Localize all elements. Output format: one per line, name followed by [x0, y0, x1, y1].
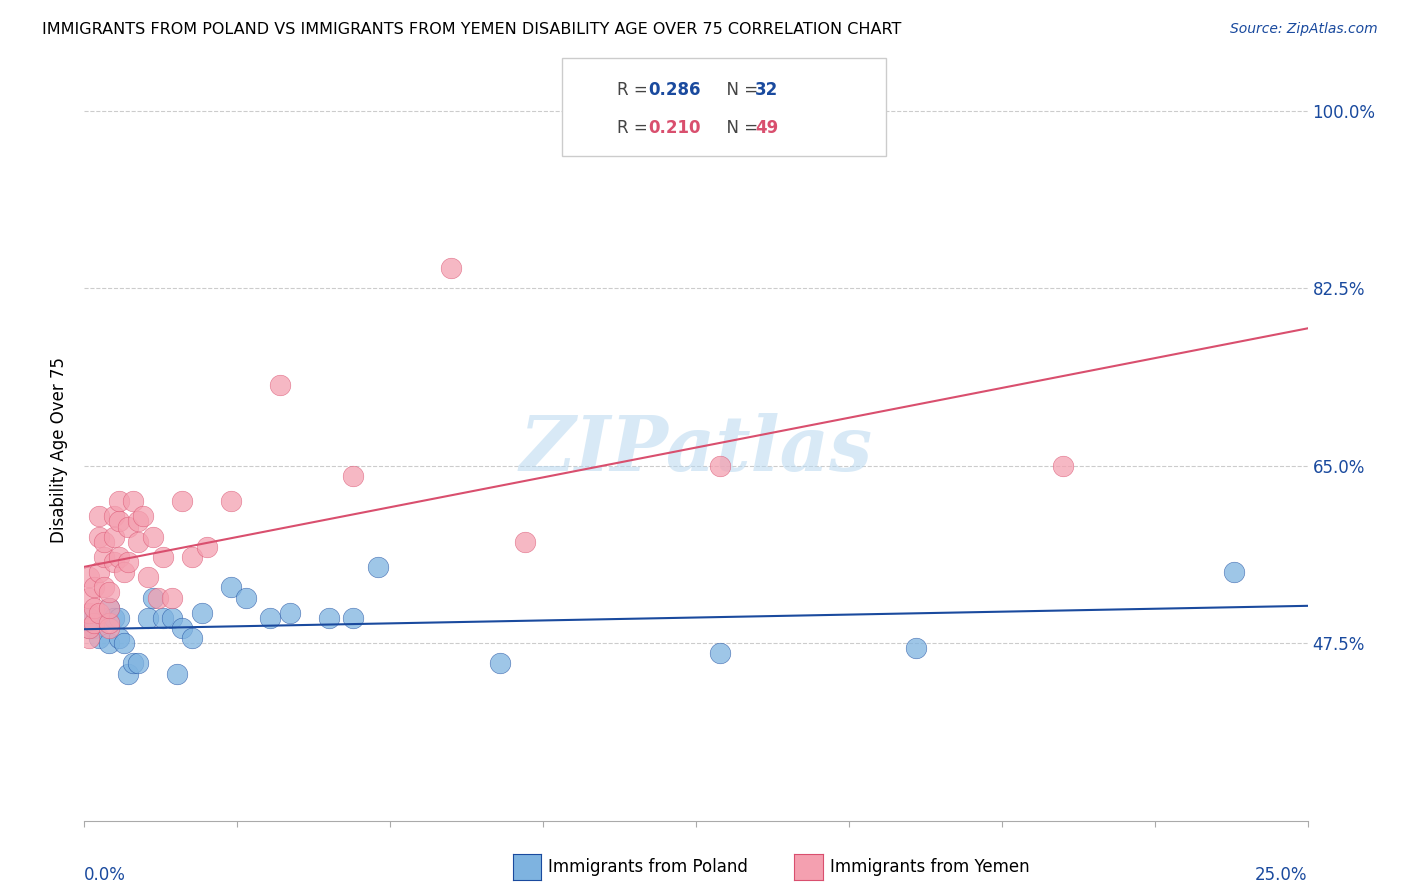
- Point: [117, 666, 139, 681]
- Text: 49: 49: [755, 119, 779, 137]
- Point: [83, 615, 105, 630]
- Point: [162, 611, 184, 625]
- Point: [77, 591, 100, 605]
- Point: [278, 606, 301, 620]
- Point: [77, 611, 100, 625]
- Point: [191, 606, 214, 620]
- Text: Immigrants from Poland: Immigrants from Poland: [548, 858, 748, 876]
- Point: [136, 570, 159, 584]
- Point: [318, 611, 340, 625]
- Point: [195, 540, 218, 554]
- Text: R =: R =: [617, 80, 654, 99]
- Point: [93, 534, 115, 549]
- Point: [269, 377, 291, 392]
- Point: [107, 494, 129, 508]
- Text: IMMIGRANTS FROM POLAND VS IMMIGRANTS FROM YEMEN DISABILITY AGE OVER 75 CORRELATI: IMMIGRANTS FROM POLAND VS IMMIGRANTS FRO…: [42, 22, 901, 37]
- Point: [112, 565, 135, 579]
- Point: [162, 591, 184, 605]
- Point: [87, 565, 110, 579]
- Point: [97, 600, 120, 615]
- Text: 0.286: 0.286: [648, 80, 700, 99]
- Point: [77, 621, 100, 635]
- Point: [219, 580, 242, 594]
- Point: [152, 549, 174, 564]
- Point: [127, 657, 149, 671]
- Point: [112, 636, 135, 650]
- Point: [709, 646, 731, 660]
- Point: [709, 458, 731, 473]
- Text: ZIPatlas: ZIPatlas: [519, 414, 873, 487]
- Point: [107, 549, 129, 564]
- Point: [1052, 458, 1074, 473]
- Text: Source: ZipAtlas.com: Source: ZipAtlas.com: [1230, 22, 1378, 37]
- Text: 32: 32: [755, 80, 779, 99]
- Point: [181, 631, 204, 645]
- Point: [146, 591, 169, 605]
- Point: [83, 600, 105, 615]
- Point: [97, 615, 120, 630]
- Point: [122, 657, 145, 671]
- Point: [77, 570, 100, 584]
- Point: [127, 534, 149, 549]
- Text: 0.210: 0.210: [648, 119, 700, 137]
- Point: [181, 549, 204, 564]
- Point: [97, 636, 120, 650]
- Point: [1223, 565, 1246, 579]
- Point: [83, 580, 105, 594]
- Y-axis label: Disability Age Over 75: Disability Age Over 75: [51, 358, 69, 543]
- Point: [122, 494, 145, 508]
- Text: Immigrants from Yemen: Immigrants from Yemen: [830, 858, 1029, 876]
- Point: [367, 560, 389, 574]
- Point: [107, 515, 129, 529]
- Text: N =: N =: [716, 119, 763, 137]
- Point: [142, 530, 165, 544]
- Point: [127, 515, 149, 529]
- Point: [259, 611, 281, 625]
- Point: [117, 555, 139, 569]
- Point: [97, 600, 120, 615]
- Point: [172, 621, 194, 635]
- Point: [166, 666, 188, 681]
- Text: 0.0%: 0.0%: [84, 866, 127, 884]
- Point: [342, 611, 364, 625]
- Point: [77, 621, 100, 635]
- Point: [342, 468, 364, 483]
- Point: [93, 580, 115, 594]
- Point: [107, 631, 129, 645]
- Point: [87, 530, 110, 544]
- Point: [87, 631, 110, 645]
- Point: [77, 606, 100, 620]
- Point: [136, 611, 159, 625]
- Point: [107, 611, 129, 625]
- Point: [142, 591, 165, 605]
- Text: R =: R =: [617, 119, 654, 137]
- Point: [103, 555, 125, 569]
- Point: [489, 657, 512, 671]
- Point: [103, 509, 125, 524]
- Point: [132, 509, 155, 524]
- Point: [152, 611, 174, 625]
- Point: [77, 631, 100, 645]
- Point: [117, 519, 139, 533]
- Point: [513, 534, 536, 549]
- Point: [93, 549, 115, 564]
- Point: [219, 494, 242, 508]
- Point: [103, 530, 125, 544]
- Point: [97, 621, 120, 635]
- Text: N =: N =: [716, 80, 763, 99]
- Point: [440, 260, 463, 275]
- Point: [93, 611, 115, 625]
- Point: [87, 606, 110, 620]
- Point: [172, 494, 194, 508]
- Point: [103, 611, 125, 625]
- Point: [235, 591, 257, 605]
- Point: [97, 585, 120, 599]
- Point: [83, 621, 105, 635]
- Point: [905, 641, 928, 656]
- Text: 25.0%: 25.0%: [1256, 866, 1308, 884]
- Point: [87, 509, 110, 524]
